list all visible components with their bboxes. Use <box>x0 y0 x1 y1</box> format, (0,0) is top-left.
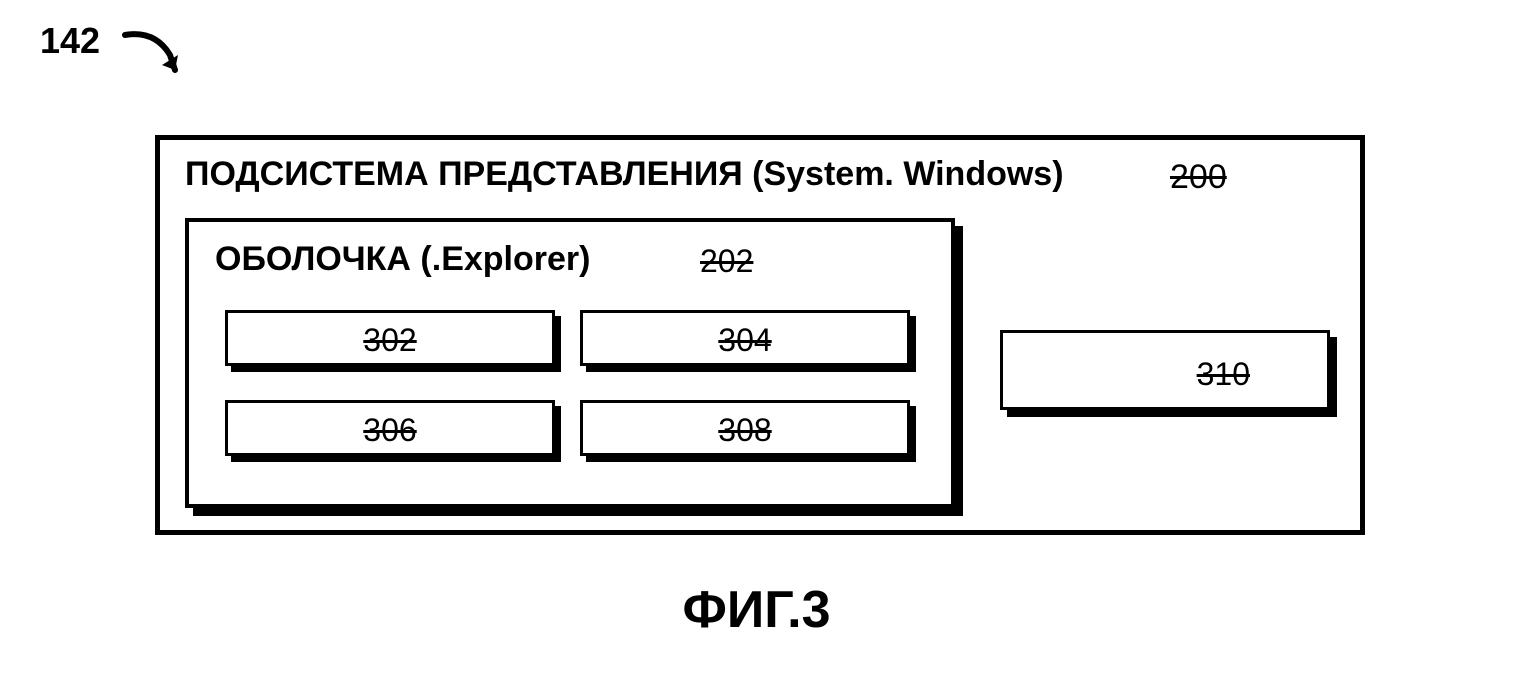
figure-caption: ФИГ.3 <box>682 580 830 640</box>
box-308: 308 <box>580 400 910 456</box>
box-302-shadow-r <box>555 316 561 372</box>
shell-box-shadow-bottom <box>193 508 963 516</box>
shell-box-shadow-right <box>955 226 963 516</box>
box-306-shadow-r <box>555 406 561 462</box>
shell-ref: 202 <box>700 243 753 280</box>
box-310-shadow-b <box>1007 410 1337 417</box>
outer-subsystem-title: ПОДСИСТЕМА ПРЕДСТАВЛЕНИЯ (System. Window… <box>185 155 1064 194</box>
box-302-shadow-b <box>231 366 561 372</box>
box-306: 306 <box>225 400 555 456</box>
box-304: 304 <box>580 310 910 366</box>
box-308-ref: 308 <box>718 412 771 449</box>
arrow-hook-icon <box>120 25 190 85</box>
outer-subsystem-ref: 200 <box>1170 158 1227 197</box>
box-302-ref: 302 <box>363 322 416 359</box>
figure-canvas: 142 ПОДСИСТЕМА ПРЕДСТАВЛЕНИЯ (System. Wi… <box>0 0 1513 695</box>
box-304-ref: 304 <box>718 322 771 359</box>
box-310-ref: 310 <box>1197 356 1250 393</box>
box-306-ref: 306 <box>363 412 416 449</box>
box-308-shadow-b <box>586 456 916 462</box>
box-310-shadow-r <box>1330 337 1337 417</box>
shell-title: ОБОЛОЧКА (.Explorer) <box>215 240 590 279</box>
box-304-shadow-r <box>910 316 916 372</box>
box-306-shadow-b <box>231 456 561 462</box>
box-310: 310 <box>1000 330 1330 410</box>
box-308-shadow-r <box>910 406 916 462</box>
box-304-shadow-b <box>586 366 916 372</box>
box-302: 302 <box>225 310 555 366</box>
figure-ref-pointer-label: 142 <box>40 20 100 62</box>
